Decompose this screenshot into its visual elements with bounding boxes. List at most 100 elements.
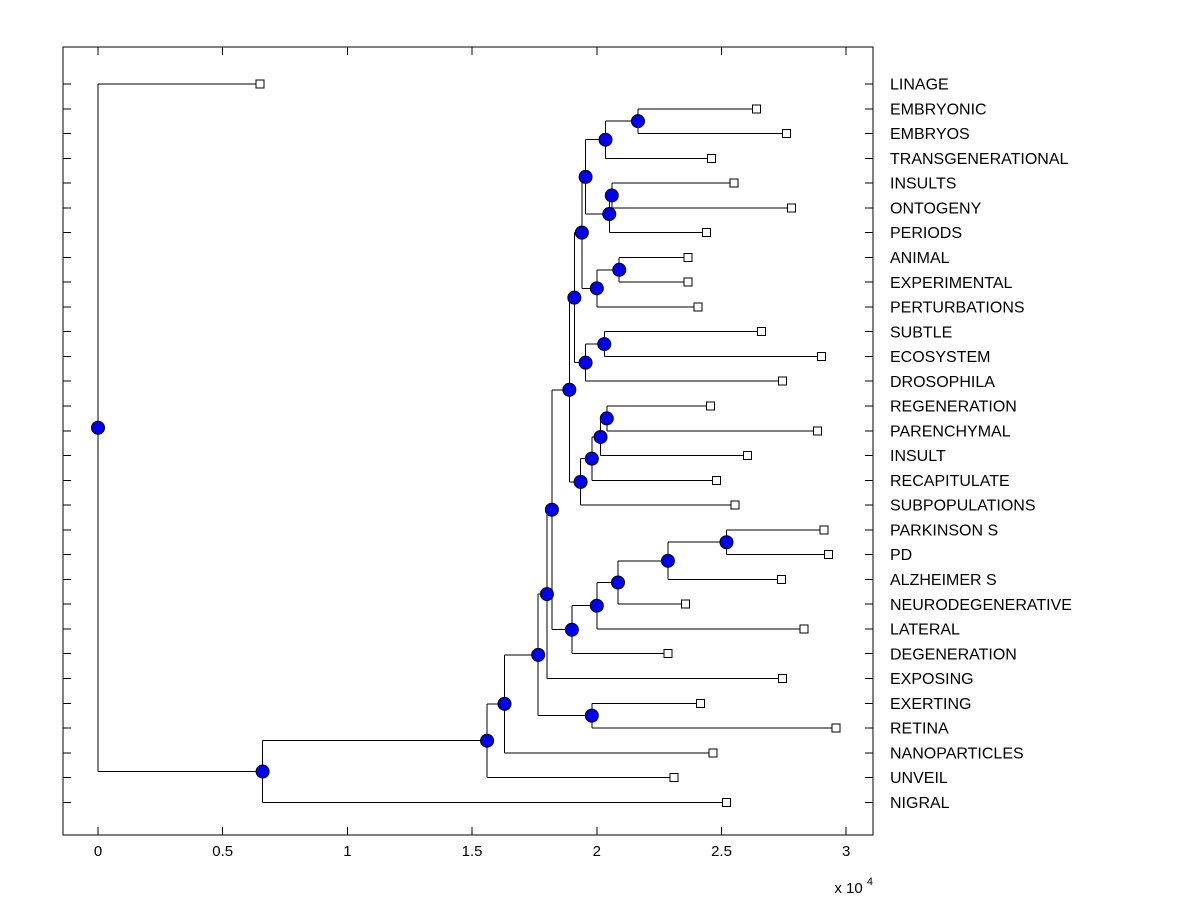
leaf-marker [663, 649, 673, 659]
leaf-marker [683, 277, 693, 287]
x-tick-label: 2.5 [711, 843, 732, 860]
leaf-label: SUBPOPULATIONS [890, 498, 1036, 515]
leaf-marker [695, 698, 705, 708]
leaf-label: NIGRAL [890, 795, 950, 812]
leaf-label: ONTOGENY [890, 200, 982, 217]
leaf-label: PD [890, 547, 912, 564]
leaf-marker [831, 723, 841, 733]
internal-node-marker [573, 474, 588, 489]
internal-node-marker [630, 114, 645, 129]
x-axis-multiplier-label: x 10 4 [834, 876, 873, 897]
leaf-marker [743, 451, 753, 461]
internal-node-marker [578, 355, 593, 370]
internal-node-marker [562, 382, 577, 397]
leaf-marker [778, 673, 788, 683]
internal-node-marker [91, 420, 105, 435]
leaf-label: DROSOPHILA [890, 374, 995, 391]
x-tick-label: 0 [94, 843, 102, 860]
leaf-marker [730, 500, 740, 510]
leaf-marker [693, 302, 703, 312]
internal-node-marker [497, 696, 512, 711]
leaf-marker [721, 797, 731, 807]
leaf-marker [683, 252, 693, 262]
internal-node-marker [599, 411, 614, 426]
leaf-marker [705, 401, 715, 411]
x-tick-label: 0.5 [212, 843, 233, 860]
leaf-label: PARENCHYMAL [890, 423, 1011, 440]
leaf-marker [756, 327, 766, 337]
leaf-marker [255, 79, 265, 89]
x-tick-label: 1.5 [462, 843, 483, 860]
leaf-label: ALZHEIMER S [890, 572, 997, 589]
leaf-marker [707, 153, 717, 163]
internal-node-marker [564, 622, 579, 637]
internal-node-marker [544, 502, 559, 517]
leaf-label: TRANSGENERATIONAL [890, 151, 1069, 168]
internal-node-marker [531, 647, 546, 662]
internal-node-marker [584, 708, 599, 723]
leaf-label: DEGENERATION [890, 646, 1017, 663]
internal-node-marker [612, 262, 627, 277]
leaf-label: EMBRYONIC [890, 101, 987, 118]
internal-node-marker [589, 281, 604, 296]
internal-node-marker [602, 207, 617, 222]
leaf-label: PERIODS [890, 225, 962, 242]
internal-node-marker [660, 553, 675, 568]
leaf-label: LATERAL [890, 622, 960, 639]
leaf-label: INSULTS [890, 176, 956, 193]
internal-node-marker [567, 290, 582, 305]
leaf-marker [824, 550, 834, 560]
internal-node-marker [604, 188, 619, 203]
internal-node-marker [584, 451, 599, 466]
leaf-marker [680, 599, 690, 609]
leaf-label: LINAGE [890, 77, 949, 94]
leaf-label: INSULT [890, 448, 946, 465]
leaf-marker [729, 178, 739, 188]
leaf-marker [786, 203, 796, 213]
leaf-label: EXPERIMENTAL [890, 275, 1013, 292]
internal-node-marker [610, 575, 625, 590]
leaf-label: ANIMAL [890, 250, 950, 267]
internal-node-marker [598, 132, 613, 147]
leaf-marker [799, 624, 809, 634]
leaf-marker [819, 525, 829, 535]
leaf-label: ECOSYSTEM [890, 349, 990, 366]
internal-node-marker [593, 429, 608, 444]
leaf-label: PARKINSON S [890, 522, 998, 539]
leaf-marker [708, 748, 718, 758]
leaf-label: REGENERATION [890, 399, 1017, 416]
leaf-label: PERTURBATIONS [890, 300, 1025, 317]
internal-node-marker [574, 225, 589, 240]
internal-node-marker [597, 337, 612, 352]
leaf-marker [712, 475, 722, 485]
leaf-marker [669, 773, 679, 783]
internal-node-marker [255, 764, 270, 779]
leaf-marker [781, 129, 791, 139]
internal-node-marker [480, 733, 495, 748]
leaf-marker [813, 426, 823, 436]
leaf-marker [702, 228, 712, 238]
x-tick-label: 1 [343, 843, 351, 860]
leaf-label: EXPOSING [890, 671, 974, 688]
plot-box [62, 46, 874, 836]
leaf-label: RETINA [890, 721, 949, 738]
leaf-label: RECAPITULATE [890, 473, 1010, 490]
internal-node-marker [589, 598, 604, 613]
internal-node-marker [719, 535, 734, 550]
leaf-label: UNVEIL [890, 770, 948, 787]
leaf-label: EMBRYOS [890, 126, 970, 143]
leaf-label: NEURODEGENERATIVE [890, 597, 1072, 614]
x-tick-label: 3 [842, 843, 850, 860]
internal-node-marker [578, 169, 593, 184]
internal-node-marker [539, 587, 554, 602]
leaf-marker [816, 351, 826, 361]
leaf-label: EXERTING [890, 696, 972, 713]
x-tick-label: 2 [593, 843, 601, 860]
leaf-label: SUBTLE [890, 324, 952, 341]
leaf-marker [751, 104, 761, 114]
leaf-marker [776, 574, 786, 584]
leaf-label: NANOPARTICLES [890, 745, 1024, 762]
leaf-marker [778, 376, 788, 386]
